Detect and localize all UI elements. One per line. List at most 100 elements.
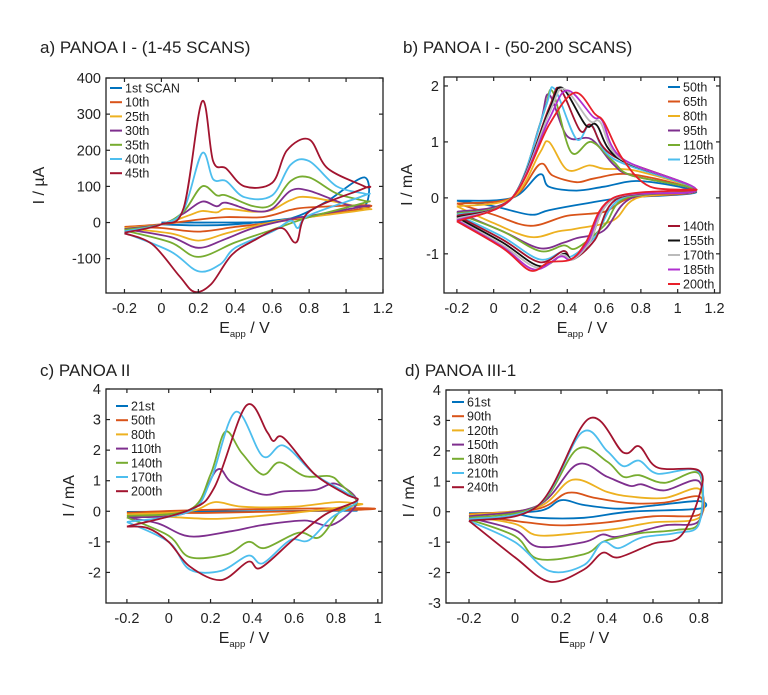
x-axis-label-subscript: app — [569, 639, 585, 650]
y-tick-label: -100 — [72, 252, 101, 268]
y-tick-label: 1 — [93, 474, 101, 490]
legend-label: 170th — [683, 249, 714, 263]
x-axis-label-subscript: app — [230, 329, 246, 340]
legend-label: 80th — [131, 428, 155, 442]
series-line-61st — [468, 499, 708, 520]
y-tick-label: 100 — [77, 179, 101, 195]
y-tick-label: 2 — [93, 443, 101, 459]
x-tick-label: -0.2 — [444, 301, 469, 317]
x-axis-label-unit: / V — [245, 630, 269, 647]
legend-label: 200th — [131, 485, 162, 499]
y-tick-label: 0 — [93, 216, 101, 232]
legend-label: 45th — [125, 167, 149, 181]
legend-label: 140th — [131, 456, 162, 470]
legend-item: 45th — [110, 167, 149, 181]
legend-label: 155th — [683, 234, 714, 248]
legend-item: 80th — [116, 428, 155, 442]
legend-label: 25th — [125, 110, 149, 124]
legend-label: 180th — [467, 452, 498, 466]
y-tick-label: -3 — [428, 596, 441, 612]
x-tick-label: 1.2 — [704, 301, 724, 317]
series-line-50th — [456, 173, 698, 216]
legend-item: 140th — [668, 220, 714, 234]
legend-item: 110th — [116, 442, 161, 456]
x-tick-label: 0.8 — [631, 301, 651, 317]
legend-label: 170th — [131, 471, 162, 485]
legend-item: 170th — [116, 471, 162, 485]
series-line-200th — [126, 403, 359, 582]
legend-label: 50th — [131, 414, 155, 428]
panel-c: c) PANOA II -0.2 0 0.2 0.4 0.6 0.8 1 -2 -1 0 1 2 3 4 Ea… — [40, 361, 383, 650]
series-line-45th — [124, 100, 372, 293]
y-tick-label: -1 — [88, 535, 101, 551]
series-line-10th — [124, 204, 373, 233]
x-axis-label-unit: / V — [585, 630, 609, 647]
y-tick-label: 400 — [77, 71, 101, 87]
x-axis-label: Eapp / V — [219, 320, 270, 340]
x-tick-label: 0.4 — [225, 301, 245, 317]
y-axis-label: I / µA — [31, 166, 48, 204]
plot-area — [456, 86, 698, 272]
x-axis-label-subscript: app — [229, 639, 245, 650]
legend-item: 61st — [452, 396, 491, 410]
legend-item: 125th — [668, 153, 714, 167]
axes-frame — [105, 77, 384, 294]
x-tick-label: 0.2 — [200, 611, 220, 627]
y-tick-label: 3 — [93, 413, 101, 429]
legend-label: 125th — [683, 153, 714, 167]
x-tick-label: 0 — [165, 611, 173, 627]
x-tick-label: -0.2 — [114, 611, 139, 627]
legend-label: 80th — [683, 110, 707, 124]
legend-label: 150th — [467, 438, 498, 452]
y-tick-label: 2 — [431, 79, 439, 95]
legend-item: 200th — [668, 278, 714, 292]
y-tick-label: 0 — [431, 191, 439, 207]
y-tick-label: 4 — [93, 382, 101, 398]
legend-item: 10th — [110, 96, 149, 110]
legend-item: 90th — [452, 410, 491, 424]
x-tick-label: 1.2 — [373, 301, 393, 317]
legend-item: 21st — [116, 400, 155, 414]
y-tick-label: 1 — [431, 135, 439, 151]
x-tick-label: 0.2 — [188, 301, 208, 317]
legend-item: 65th — [668, 95, 707, 109]
legend-label: 110th — [683, 139, 713, 153]
series-line-200th — [456, 91, 698, 272]
legend-item: 180th — [452, 452, 498, 466]
axes-frame — [445, 389, 723, 604]
x-tick-label: 0 — [157, 301, 165, 317]
series-line-40th — [124, 151, 371, 273]
plot-area — [468, 416, 708, 583]
legend-label: 40th — [125, 153, 149, 167]
legend-label: 185th — [683, 263, 714, 277]
y-tick-label: 300 — [77, 107, 101, 123]
x-tick-label: 0.2 — [551, 611, 571, 627]
x-axis-label-subscript: app — [567, 329, 583, 340]
legend-item: 150th — [452, 438, 498, 452]
plot-area — [124, 100, 373, 293]
x-axis-label-unit: / V — [583, 320, 607, 337]
legend-item: 80th — [668, 110, 707, 124]
panel-title: b) PANOA I - (50-200 SCANS) — [403, 38, 632, 57]
legend-item: 120th — [452, 424, 498, 438]
legend-item: 50th — [116, 414, 155, 428]
y-tick-label: 3 — [433, 413, 441, 429]
x-axis-label-main: E — [219, 630, 230, 647]
series-line-240th — [468, 416, 704, 583]
legend-label: 200th — [683, 278, 714, 292]
series-line-35th — [124, 175, 371, 258]
legend-label: 90th — [467, 410, 491, 424]
legend-item: 185th — [668, 263, 714, 277]
legend-label: 35th — [125, 138, 149, 152]
x-axis-label-main: E — [219, 320, 230, 337]
legend-item: 240th — [452, 481, 498, 495]
legend-label: 10th — [125, 96, 149, 110]
legend-label: 50th — [683, 81, 707, 95]
x-tick-label: 0.6 — [594, 301, 614, 317]
series-line-170th — [126, 410, 359, 574]
y-tick-label: -2 — [88, 565, 101, 581]
